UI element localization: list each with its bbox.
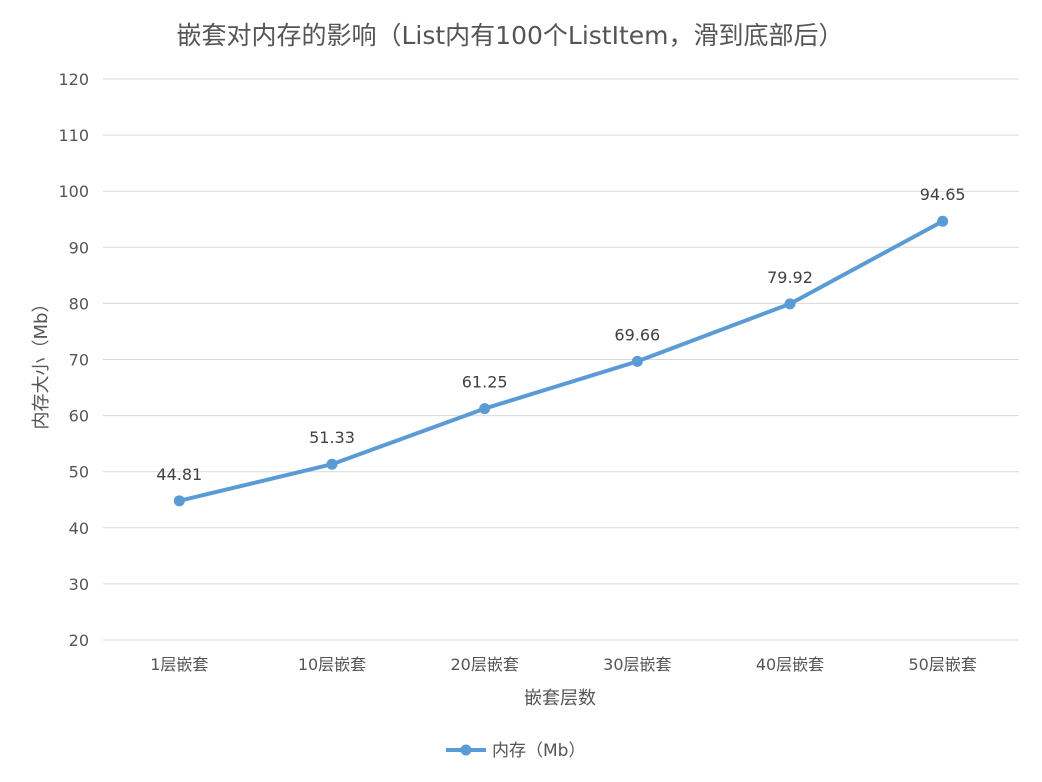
x-tick-label: 20层嵌套 [450,655,518,674]
x-tick-label: 50层嵌套 [908,655,976,674]
legend-marker [460,744,472,756]
data-label: 79.92 [767,268,813,287]
x-axis-title: 嵌套层数 [524,688,596,709]
y-axis-title: 内存大小（Mb） [31,295,52,430]
data-point [326,458,338,470]
y-tick-label: 80 [69,294,89,313]
data-point [784,298,796,310]
data-labels: 44.81 51.33 61.25 69.66 79.92 94.65 [156,185,965,484]
series-group [173,215,949,507]
y-tick-label: 110 [58,126,89,145]
y-tick-label: 120 [58,70,89,89]
x-tick-label: 10层嵌套 [298,655,366,674]
y-tick-label: 100 [58,182,89,201]
data-label: 51.33 [309,428,355,447]
data-label: 94.65 [920,185,966,204]
y-tick-label: 60 [69,407,89,426]
data-point [937,215,949,227]
x-tick-label: 1层嵌套 [150,655,208,674]
y-tick-label: 20 [69,631,89,650]
y-tick-label: 90 [69,238,89,257]
gridlines [103,78,1019,641]
chart-title: 嵌套对内存的影响（List内有100个ListItem，滑到底部后） [176,21,843,50]
legend-label: 内存（Mb） [492,741,585,761]
y-tick-label: 50 [69,463,89,482]
data-point [479,403,491,415]
data-point [631,355,643,367]
series-line [177,219,945,503]
x-tick-label: 40层嵌套 [756,655,824,674]
data-point [173,495,185,507]
y-tick-label: 40 [69,519,89,538]
y-tick-label: 70 [69,351,89,370]
data-label: 61.25 [462,373,508,392]
x-axis-ticks: 1层嵌套 10层嵌套 20层嵌套 30层嵌套 40层嵌套 50层嵌套 [150,655,977,674]
y-axis-ticks: 20 30 40 50 60 70 80 90 100 110 120 [58,70,89,650]
legend: 内存（Mb） [446,741,585,761]
data-label: 44.81 [156,465,202,484]
x-tick-label: 30层嵌套 [603,655,671,674]
y-tick-label: 30 [69,575,89,594]
data-label: 69.66 [614,325,660,344]
